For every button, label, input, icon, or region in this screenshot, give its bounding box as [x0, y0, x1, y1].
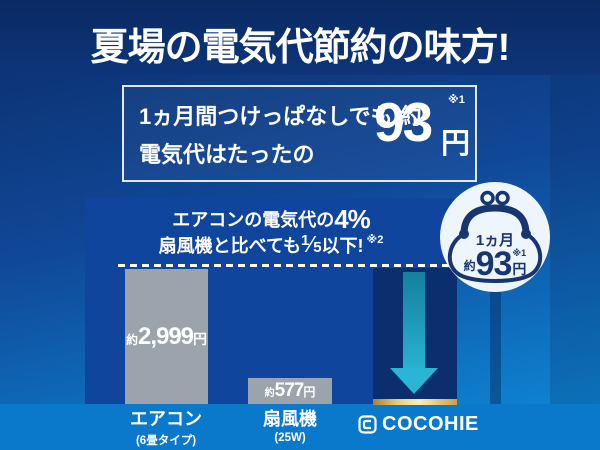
hero-price-unit: 円 [441, 128, 471, 160]
background-band [490, 198, 501, 404]
chart-headline-2: 扇風機と比べても1⁄5以下! ※2 [158, 231, 384, 257]
reference-dashed-line [118, 264, 457, 267]
product-column [373, 268, 457, 399]
footer-strip [0, 404, 600, 450]
badge-footnote-ref: ※1 [512, 248, 527, 258]
bar-fan-value-label: 約 577 円 [264, 380, 316, 401]
price-badge: 1ヵ月 約 93 ※1 円 [440, 182, 550, 292]
down-arrow-icon [390, 368, 438, 394]
category-fan: 扇風機 (25W) [230, 409, 350, 444]
badge-price-value: 93 [475, 245, 513, 284]
chart-headline-1: エアコンの電気代の4% [172, 204, 371, 234]
fraction-denominator: 5 [313, 239, 322, 256]
coin-purse-icon [448, 190, 542, 283]
hero-footnote-ref: ※1 [448, 94, 465, 106]
hero-line2: 電気代はたったの [139, 142, 315, 167]
brand-mark-icon [358, 415, 377, 434]
badge-period: 1ヵ月 [475, 232, 515, 249]
brand-logo: COCOHIE [358, 413, 479, 436]
fraction-slash: ⁄ [309, 231, 314, 257]
category-fan-label: 扇風機 [263, 409, 317, 429]
down-arrow-icon [403, 272, 425, 370]
chart-footnote-ref: ※2 [366, 234, 384, 246]
category-aircon: エアコン (6畳タイプ) [106, 409, 226, 448]
category-aircon-sub: (6畳タイプ) [135, 434, 197, 447]
category-fan-sub: (25W) [274, 431, 306, 444]
brand-name: COCOHIE [382, 413, 479, 435]
hero-approx: 約 [399, 104, 422, 129]
bar-fan: 約 577 円 [248, 378, 332, 404]
badge-price-unit: 円 [512, 261, 527, 277]
chart-headline-percent: 4% [334, 204, 371, 234]
bar-aircon-value-label: 約 2,999 円 [125, 322, 208, 350]
hero-line1: 1ヵ月間つけっぱなしでも約 [139, 104, 422, 129]
badge-price: 約 93 ※1 円 [463, 245, 527, 284]
background-band [550, 75, 600, 404]
category-aircon-label: エアコン [130, 409, 202, 429]
fraction-numerator: 1 [301, 232, 310, 249]
page-title: 夏場の電気代節約の味方! [90, 27, 511, 69]
hero-price-value: 93 [374, 91, 433, 153]
gold-baseline [373, 399, 457, 405]
bar-aircon: 約 2,999 円 [125, 269, 208, 404]
comparison-chart-panel: エアコンの電気代の4% 扇風機と比べても1⁄5以下! ※2 約 2,999 円 約 57… [85, 198, 457, 405]
header-band [0, 0, 600, 75]
hero-cost-box: 1ヵ月間つけっぱなしでも約 電気代はたったの 93 円 ※1 [122, 85, 477, 182]
